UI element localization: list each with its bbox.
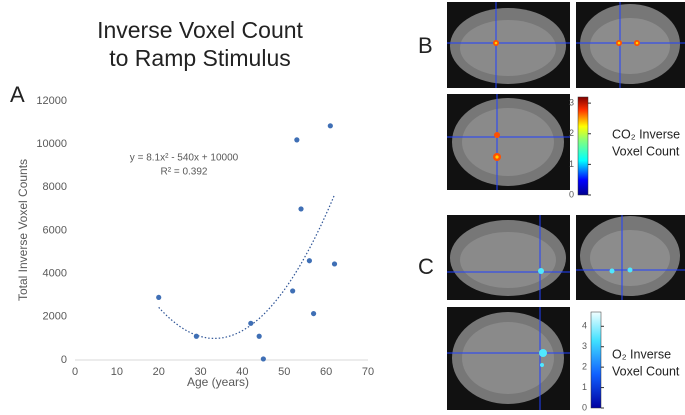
x-tick-label: 20 (153, 366, 165, 378)
trend-r2: R² = 0.392 (161, 167, 208, 178)
x-tick-label: 40 (236, 366, 248, 378)
colorbar-tick-label: 1 (582, 382, 587, 392)
scatter-chart: Inverse Voxel Count to Ramp Stimulus A A… (10, 17, 374, 389)
y-tick-label: 2000 (43, 311, 67, 323)
data-point (256, 333, 262, 339)
data-point (260, 356, 266, 362)
data-point (193, 333, 199, 339)
x-tick-label: 60 (320, 366, 332, 378)
brain-images (447, 2, 685, 410)
panel-label: A (10, 82, 25, 107)
panel-label: B (418, 33, 433, 58)
colorbar-tick-label: 2 (582, 362, 587, 372)
y-tick-label: 4000 (43, 268, 67, 280)
colorbar-tick-label: 3 (582, 341, 587, 351)
y-tick-label: 12000 (36, 95, 67, 107)
data-point (327, 123, 333, 129)
data-point (310, 310, 317, 317)
data-point (298, 206, 304, 212)
chart-title: Inverse Voxel Count (97, 17, 303, 43)
data-point (156, 294, 162, 301)
trend-equation: y = 8.1x² - 540x + 10000 (130, 153, 239, 164)
panel-label: C (418, 254, 434, 279)
colorbar-tick-label: 1 (569, 159, 574, 169)
x-axis-label: Age (years) (187, 375, 249, 389)
data-point (248, 320, 254, 326)
data-point (290, 288, 296, 294)
colorbar-label: Voxel Count (612, 364, 680, 378)
panel-annotations: B 0 1 2 3 CO₂ Inverse Voxel Count C 0 1 2 3 4 O₂ Inve… (418, 33, 680, 413)
x-tick-label: 0 (72, 366, 78, 378)
y-tick-label: 8000 (43, 181, 67, 193)
chart-title: to Ramp Stimulus (109, 45, 291, 71)
x-tick-label: 30 (194, 366, 206, 378)
colorbar-tick-label: 4 (582, 321, 587, 331)
y-tick-label: 0 (61, 354, 67, 366)
colorbar-tick-label: 0 (569, 189, 574, 199)
y-axis-label: Total Inverse Voxel Counts (16, 159, 30, 301)
colorbar-tick-label: 0 (582, 402, 587, 412)
colorbar-tick-label: 3 (569, 98, 574, 108)
y-tick-label: 6000 (43, 224, 67, 236)
colorbar-tick-label: 2 (569, 128, 574, 138)
colorbar-label: CO₂ Inverse (612, 127, 680, 141)
data-point (294, 137, 300, 143)
trend-line (158, 194, 336, 340)
x-tick-label: 70 (362, 366, 374, 378)
y-tick-label: 10000 (36, 138, 67, 150)
colorbar-label: Voxel Count (612, 144, 680, 158)
colorbar-label: O₂ Inverse (612, 347, 671, 361)
data-point (331, 261, 338, 267)
x-tick-label: 10 (111, 366, 123, 378)
data-point (306, 258, 312, 264)
x-tick-label: 50 (278, 366, 290, 378)
